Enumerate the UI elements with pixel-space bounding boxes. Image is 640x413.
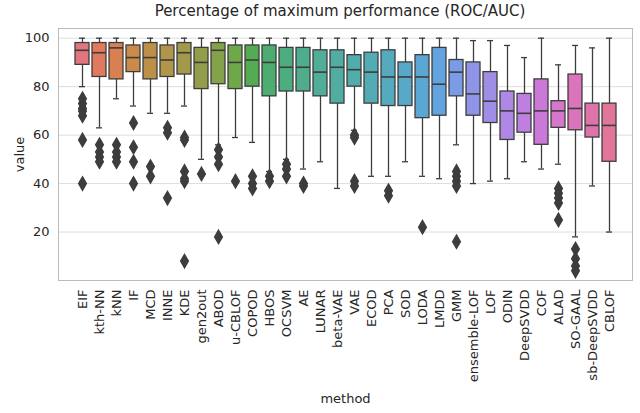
- svg-text:80: 80: [33, 79, 50, 94]
- svg-text:value: value: [12, 137, 27, 173]
- svg-text:COPOD: COPOD: [245, 290, 260, 337]
- html-text:Percentage of maximum performa: Percentage of maximum performance (ROC/A…: [154, 2, 526, 20]
- svg-text:u-CBLOF: u-CBLOF: [228, 290, 243, 345]
- svg-text:OCSVM: OCSVM: [279, 290, 294, 338]
- svg-text:100: 100: [25, 30, 50, 45]
- svg-text:MCD: MCD: [143, 290, 158, 320]
- svg-text:SOD: SOD: [398, 290, 413, 319]
- svg-text:20: 20: [33, 224, 50, 239]
- svg-text:ABOD: ABOD: [211, 290, 226, 328]
- svg-text:KDE: KDE: [177, 290, 192, 317]
- svg-text:ensemble-LOF: ensemble-LOF: [466, 290, 481, 383]
- svg-text:LUNAR: LUNAR: [313, 290, 328, 334]
- svg-text:GMM: GMM: [449, 290, 464, 323]
- svg-text:VAE: VAE: [347, 290, 362, 315]
- svg-text:kth-NN: kth-NN: [92, 290, 107, 335]
- svg-text:ALAD: ALAD: [551, 290, 566, 325]
- svg-text:sb-DeepSVDD: sb-DeepSVDD: [585, 290, 600, 381]
- svg-text:CBLOF: CBLOF: [602, 290, 617, 333]
- svg-text:method: method: [320, 391, 370, 406]
- svg-text:IF: IF: [126, 290, 141, 301]
- svg-text:INNE: INNE: [160, 290, 175, 322]
- svg-text:gen2out: gen2out: [194, 290, 209, 344]
- svg-text:EIF: EIF: [75, 290, 90, 310]
- svg-text:40: 40: [33, 176, 50, 191]
- svg-text:ODIN: ODIN: [500, 290, 515, 324]
- svg-text:LOF: LOF: [483, 290, 498, 315]
- svg-text:SO-GAAL: SO-GAAL: [568, 289, 583, 349]
- svg-text:beta-VAE: beta-VAE: [330, 290, 345, 348]
- svg-text:DeepSVDD: DeepSVDD: [517, 290, 532, 361]
- svg-text:LMDD: LMDD: [432, 290, 447, 328]
- svg-text:kNN: kNN: [109, 290, 124, 317]
- svg-text:LODA: LODA: [415, 289, 430, 325]
- svg-text:COF: COF: [534, 290, 549, 317]
- svg-text:PCA: PCA: [381, 289, 396, 315]
- svg-text:60: 60: [33, 127, 50, 142]
- svg-text:HBOS: HBOS: [262, 290, 277, 327]
- svg-text:ECOD: ECOD: [364, 290, 379, 328]
- svg-text:AE: AE: [296, 290, 311, 307]
